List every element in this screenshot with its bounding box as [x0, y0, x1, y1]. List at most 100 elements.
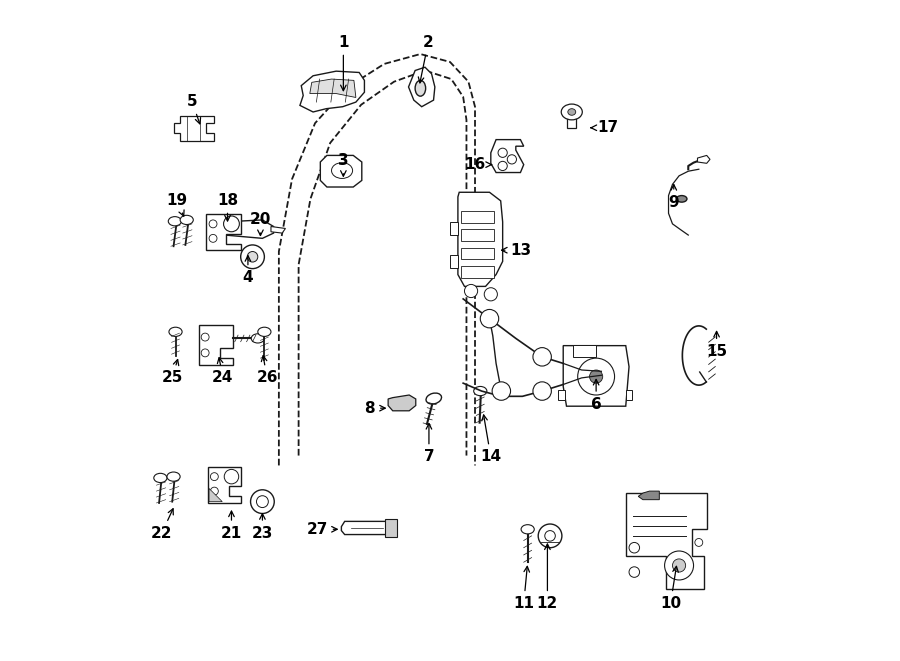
Text: 20: 20 — [249, 212, 271, 235]
Polygon shape — [208, 467, 240, 503]
Ellipse shape — [508, 155, 517, 164]
Ellipse shape — [230, 225, 241, 233]
Text: 1: 1 — [338, 34, 348, 91]
Ellipse shape — [629, 566, 640, 577]
FancyBboxPatch shape — [461, 211, 494, 223]
Polygon shape — [388, 395, 416, 410]
Ellipse shape — [211, 487, 219, 495]
Text: 26: 26 — [256, 356, 278, 385]
Ellipse shape — [568, 108, 576, 115]
Polygon shape — [491, 139, 524, 173]
Ellipse shape — [415, 81, 426, 96]
Text: 6: 6 — [590, 379, 601, 412]
Ellipse shape — [498, 148, 508, 157]
Ellipse shape — [209, 218, 228, 239]
Ellipse shape — [544, 531, 555, 541]
Ellipse shape — [498, 161, 508, 171]
Ellipse shape — [248, 252, 257, 262]
Text: 15: 15 — [706, 331, 727, 359]
Ellipse shape — [492, 382, 510, 401]
Polygon shape — [206, 214, 240, 251]
Ellipse shape — [677, 196, 687, 202]
Text: 17: 17 — [591, 120, 618, 136]
Text: 25: 25 — [161, 360, 183, 385]
Polygon shape — [567, 113, 579, 128]
Ellipse shape — [202, 349, 209, 357]
Polygon shape — [385, 519, 397, 537]
Ellipse shape — [209, 220, 217, 228]
Ellipse shape — [538, 524, 562, 548]
Text: 3: 3 — [338, 153, 348, 176]
Ellipse shape — [590, 370, 603, 383]
Ellipse shape — [240, 245, 265, 268]
Polygon shape — [174, 116, 214, 141]
FancyBboxPatch shape — [461, 229, 494, 241]
Ellipse shape — [211, 473, 219, 481]
Polygon shape — [626, 493, 706, 588]
Text: 7: 7 — [424, 424, 434, 465]
Polygon shape — [458, 192, 503, 286]
Ellipse shape — [256, 496, 268, 508]
Polygon shape — [409, 67, 435, 106]
FancyBboxPatch shape — [461, 248, 494, 259]
Text: 12: 12 — [536, 544, 558, 611]
Polygon shape — [209, 488, 222, 502]
Polygon shape — [271, 227, 285, 233]
Ellipse shape — [169, 327, 182, 336]
Ellipse shape — [209, 235, 217, 243]
Text: 22: 22 — [151, 509, 174, 541]
FancyBboxPatch shape — [573, 345, 596, 357]
Polygon shape — [450, 254, 458, 268]
Ellipse shape — [473, 387, 487, 396]
Ellipse shape — [521, 525, 535, 534]
Ellipse shape — [664, 551, 694, 580]
Ellipse shape — [224, 469, 238, 484]
Ellipse shape — [331, 163, 353, 178]
Ellipse shape — [464, 284, 478, 297]
Text: 5: 5 — [186, 94, 201, 124]
Ellipse shape — [251, 334, 265, 343]
Polygon shape — [563, 346, 629, 407]
Polygon shape — [698, 155, 710, 163]
Text: 11: 11 — [513, 566, 535, 611]
Ellipse shape — [629, 543, 640, 553]
Polygon shape — [300, 71, 364, 112]
Polygon shape — [320, 155, 362, 187]
Text: 27: 27 — [306, 522, 338, 537]
Ellipse shape — [154, 473, 167, 483]
Ellipse shape — [202, 333, 209, 341]
Text: 2: 2 — [418, 34, 434, 83]
Ellipse shape — [167, 472, 180, 481]
Ellipse shape — [223, 216, 239, 232]
Text: 4: 4 — [243, 256, 253, 286]
Ellipse shape — [695, 539, 703, 547]
Polygon shape — [638, 491, 660, 500]
Text: 8: 8 — [364, 401, 385, 416]
Ellipse shape — [257, 327, 271, 336]
Text: 16: 16 — [464, 157, 491, 172]
Ellipse shape — [533, 382, 552, 401]
Text: 19: 19 — [166, 192, 187, 216]
Text: 13: 13 — [501, 243, 532, 258]
Ellipse shape — [250, 490, 274, 514]
Text: 14: 14 — [481, 415, 501, 465]
FancyBboxPatch shape — [461, 266, 494, 278]
Polygon shape — [341, 522, 391, 535]
Text: 18: 18 — [217, 192, 239, 221]
Ellipse shape — [426, 393, 442, 404]
Ellipse shape — [533, 348, 552, 366]
Ellipse shape — [578, 358, 615, 395]
Ellipse shape — [481, 309, 499, 328]
FancyBboxPatch shape — [558, 390, 564, 400]
Polygon shape — [199, 325, 233, 365]
Text: 10: 10 — [660, 566, 681, 611]
Text: 21: 21 — [220, 511, 242, 541]
Text: 24: 24 — [212, 358, 234, 385]
Text: 23: 23 — [252, 514, 273, 541]
Polygon shape — [450, 222, 458, 235]
Ellipse shape — [168, 217, 182, 226]
Ellipse shape — [180, 215, 194, 225]
Ellipse shape — [484, 288, 498, 301]
Polygon shape — [310, 79, 356, 97]
Ellipse shape — [562, 104, 582, 120]
